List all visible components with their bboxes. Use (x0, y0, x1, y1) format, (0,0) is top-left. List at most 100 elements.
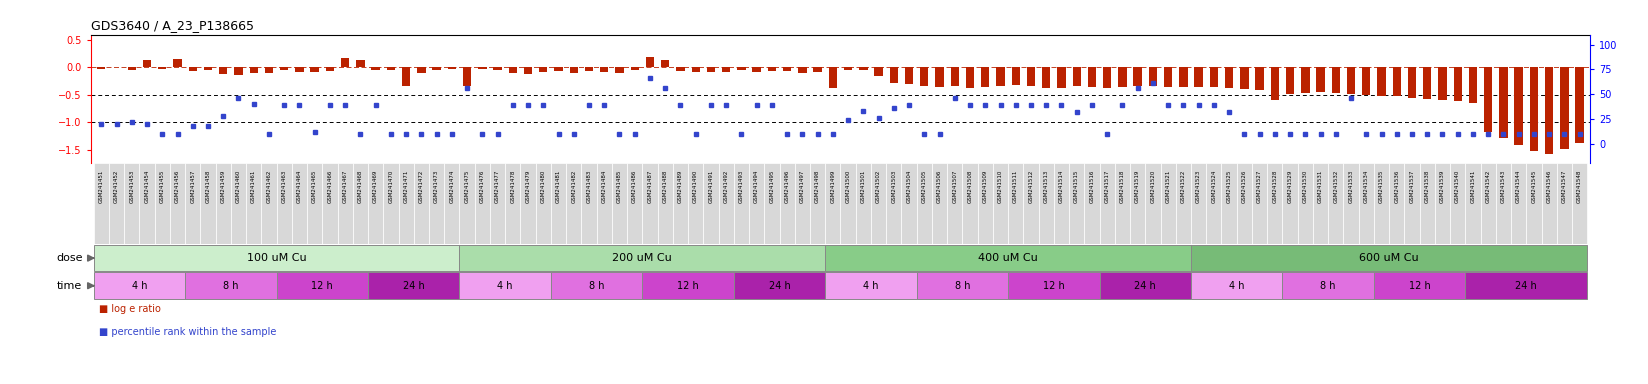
Text: GSM241531: GSM241531 (1318, 170, 1323, 203)
Bar (611, 163, 628, 244)
Bar (1282, 163, 1297, 244)
Text: dose: dose (56, 253, 82, 263)
Text: 4 h: 4 h (498, 281, 513, 291)
Bar (977, 163, 992, 244)
Text: 12 h: 12 h (311, 281, 333, 291)
Bar (814, 68, 822, 72)
Text: GSM241535: GSM241535 (1379, 170, 1384, 203)
Bar (1252, 163, 1267, 244)
Bar (1435, 163, 1450, 244)
Text: GSM241540: GSM241540 (1455, 170, 1460, 203)
Bar (506, 163, 521, 244)
Bar (840, 163, 855, 244)
Text: 12 h: 12 h (1409, 281, 1430, 291)
Bar (1084, 163, 1099, 244)
Text: GSM241532: GSM241532 (1333, 170, 1338, 203)
Text: GSM241506: GSM241506 (938, 170, 943, 203)
Text: GSM241454: GSM241454 (145, 170, 150, 203)
Text: GSM241517: GSM241517 (1104, 170, 1109, 203)
Text: GSM241508: GSM241508 (967, 170, 972, 203)
Bar (1575, 68, 1584, 143)
Bar (1027, 68, 1035, 86)
Bar (1053, 163, 1070, 244)
Bar (1343, 163, 1358, 244)
Bar (597, 163, 611, 244)
Bar (765, 163, 780, 244)
Bar (307, 163, 323, 244)
Bar (1192, 273, 1282, 299)
Bar (493, 68, 501, 70)
Text: GSM241487: GSM241487 (648, 170, 653, 203)
Bar (1483, 68, 1493, 132)
Text: GSM241543: GSM241543 (1501, 170, 1506, 203)
Text: GSM241539: GSM241539 (1440, 170, 1445, 203)
Text: 200 uM Cu: 200 uM Cu (613, 253, 672, 263)
Text: GSM241514: GSM241514 (1060, 170, 1065, 203)
Bar (567, 163, 582, 244)
Bar (109, 163, 124, 244)
Bar (428, 163, 445, 244)
Bar (1297, 163, 1313, 244)
Bar (704, 163, 719, 244)
Bar (262, 163, 277, 244)
Text: 8 h: 8 h (1320, 281, 1337, 291)
Bar (1468, 68, 1477, 103)
Text: GSM241492: GSM241492 (723, 170, 728, 203)
Text: GSM241500: GSM241500 (845, 170, 850, 203)
Bar (356, 60, 364, 68)
Bar (916, 273, 1009, 299)
Bar (1529, 68, 1538, 151)
Text: 24 h: 24 h (768, 281, 791, 291)
Text: GSM241512: GSM241512 (1028, 170, 1033, 203)
Bar (1206, 163, 1221, 244)
Bar (448, 68, 456, 69)
Text: GSM241523: GSM241523 (1196, 170, 1201, 203)
Text: GSM241468: GSM241468 (358, 170, 363, 203)
Bar (460, 273, 550, 299)
Bar (997, 68, 1005, 86)
Bar (1073, 68, 1081, 86)
Bar (1317, 68, 1325, 91)
Bar (1134, 68, 1142, 86)
Text: GSM241472: GSM241472 (419, 170, 424, 203)
Bar (794, 163, 811, 244)
Bar (216, 163, 231, 244)
Text: GSM241521: GSM241521 (1165, 170, 1170, 203)
Text: GSM241541: GSM241541 (1470, 170, 1475, 203)
Text: GSM241548: GSM241548 (1577, 170, 1582, 203)
Text: GSM241499: GSM241499 (831, 170, 836, 203)
Bar (265, 68, 274, 73)
Bar (185, 273, 277, 299)
Text: 12 h: 12 h (1043, 281, 1065, 291)
Bar (326, 68, 335, 71)
Bar (676, 68, 684, 71)
Text: GSM241459: GSM241459 (221, 170, 226, 203)
Bar (905, 68, 913, 84)
Text: GSM241458: GSM241458 (206, 170, 211, 203)
Text: time: time (58, 281, 82, 291)
Bar (1480, 163, 1496, 244)
Bar (1511, 163, 1526, 244)
Text: GSM241460: GSM241460 (236, 170, 241, 203)
Text: GSM241529: GSM241529 (1287, 170, 1292, 203)
Bar (1302, 68, 1310, 93)
Bar (1009, 273, 1099, 299)
Bar (1500, 68, 1508, 137)
Bar (94, 245, 460, 271)
Text: GSM241494: GSM241494 (755, 170, 760, 203)
Text: GSM241471: GSM241471 (404, 170, 409, 203)
Bar (384, 163, 399, 244)
Bar (737, 68, 745, 70)
Bar (692, 68, 700, 72)
Text: GSM241465: GSM241465 (311, 170, 316, 203)
Bar (783, 68, 791, 71)
Bar (463, 68, 471, 86)
Bar (249, 68, 257, 73)
Text: GSM241533: GSM241533 (1348, 170, 1353, 203)
Text: GSM241501: GSM241501 (860, 170, 865, 203)
Text: GSM241509: GSM241509 (982, 170, 987, 203)
Text: GSM241453: GSM241453 (129, 170, 133, 203)
Text: 4 h: 4 h (864, 281, 878, 291)
Bar (550, 163, 567, 244)
Bar (1544, 68, 1554, 154)
